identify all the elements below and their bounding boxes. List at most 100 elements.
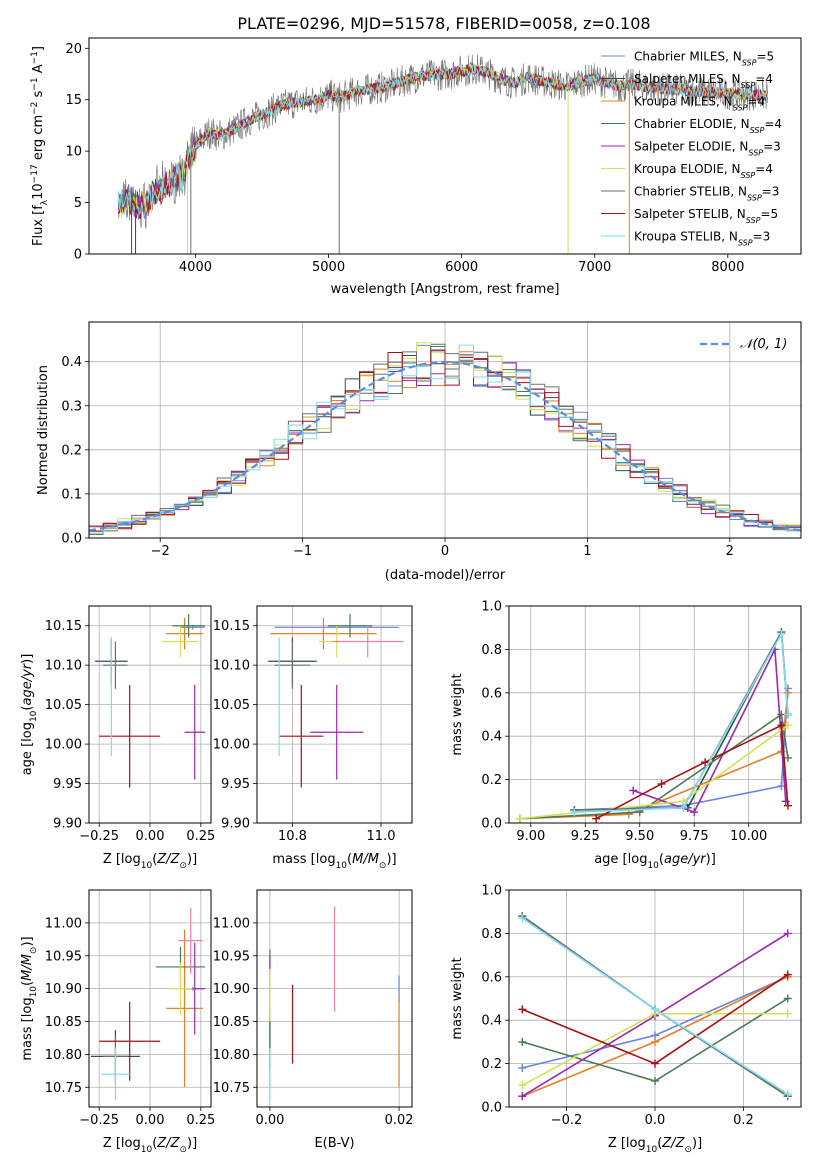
massweight-series [595, 724, 789, 820]
y-tick-label: 0.2 [61, 443, 82, 458]
x-tick-label: 0.00 [255, 1113, 284, 1128]
y-tick-label: 10.95 [45, 949, 82, 964]
age-vs-metallicity-panel: −0.25 0.00 0.25 9.90 9.95 10.00 10.05 10.10 10.1… [20, 605, 215, 871]
legend-label: 𝒩(0, 1) [740, 337, 787, 352]
massweight-marker [783, 753, 792, 762]
massweight-marker [518, 1037, 527, 1046]
spectrum-series [117, 64, 769, 219]
y-tick-label: 10.05 [45, 698, 82, 713]
x-tick-label: 6000 [445, 260, 478, 275]
x-tick-label: −0.25 [79, 829, 119, 844]
y-tick-label: 10.80 [213, 1048, 250, 1063]
x-tick-label: −1 [293, 544, 312, 559]
x-tick-label: 10.00 [730, 829, 767, 844]
x-axis-label: Z [log10(Z/Z⊙)] [608, 1136, 702, 1155]
legend-label: Kroupa MILES, NSSP=4 [634, 95, 765, 113]
x-tick-label: 8000 [711, 260, 744, 275]
x-tick-label: 0.00 [136, 1113, 165, 1128]
massweight-marker [629, 786, 638, 795]
y-tick-label: 10.00 [45, 738, 82, 753]
x-tick-label: −2 [151, 544, 170, 559]
axes-frame [256, 889, 413, 1108]
legend-label: Chabrier STELIB, NSSP=3 [634, 185, 779, 203]
massweight-marker [783, 688, 792, 697]
y-tick-label: 0.0 [481, 817, 502, 832]
y-tick-label: 9.95 [53, 777, 82, 792]
y-axis-label: mass weight [450, 673, 465, 755]
y-tick-label: 0.4 [481, 730, 502, 745]
massweight-series [519, 713, 789, 820]
axes-frame [508, 889, 802, 1108]
y-tick-label: 10.85 [213, 1015, 250, 1030]
massweight-marker [651, 1037, 659, 1046]
spectrum-panel: 4000 5000 6000 7000 8000 0 5 10 15 20 wavelength [… [30, 37, 802, 297]
massweight-marker [515, 814, 524, 823]
axes-frame [88, 605, 212, 824]
axes-frame [256, 605, 413, 824]
x-tick-label: 10.8 [278, 829, 307, 844]
y-tick-label: 10.75 [45, 1081, 82, 1096]
mass-vs-ebv-panel: 0.00 0.02 10.75 10.80 10.85 10.90 10.95 11.00 E(… [213, 889, 414, 1151]
massweight-marker [518, 1005, 527, 1014]
x-tick-label: 0.25 [186, 1113, 215, 1128]
massweight-marker [701, 758, 710, 767]
massweight-marker [781, 797, 790, 806]
massweight-marker [657, 779, 666, 788]
x-tick-label: 2 [726, 544, 734, 559]
y-tick-label: 10.75 [213, 1081, 250, 1096]
x-tick-label: 9.50 [625, 829, 654, 844]
x-axis-label: (data-model)/error [385, 568, 506, 583]
x-axis-label: Z [log10(Z/Z⊙)] [103, 1136, 197, 1155]
y-tick-label: 0.0 [61, 532, 82, 547]
x-tick-label: 0.0 [645, 1113, 666, 1128]
y-axis-label: age [log10(age/yr)] [20, 654, 39, 776]
massweight-marker [518, 1063, 527, 1072]
legend-label: Salpeter STELIB, NSSP=5 [634, 207, 778, 225]
figure-title: PLATE=0296, MJD=51578, FIBERID=0058, z=0… [237, 14, 650, 33]
residual-histogram [89, 344, 801, 536]
y-tick-label: 0.1 [61, 487, 82, 502]
mass-vs-metallicity-panel: −0.25 0.00 0.25 10.75 10.80 10.85 10.90 10.95 11… [20, 889, 215, 1155]
massweight-series [519, 724, 789, 820]
legend-label: Kroupa STELIB, NSSP=3 [634, 230, 770, 248]
y-tick-label: 10.95 [213, 949, 250, 964]
axes-frame [88, 889, 212, 1108]
y-axis-label: Normed distribution [36, 365, 51, 495]
massweight-vs-age-panel: 9.00 9.25 9.50 9.75 10.00 0.0 0.2 0.4 0.6 0.8 1.0 a… [450, 600, 802, 871]
y-tick-label: 0.6 [481, 970, 502, 985]
massweight-marker [783, 710, 792, 719]
y-tick-label: 9.90 [221, 817, 250, 832]
massweight-marker [651, 1076, 659, 1085]
y-tick-label: 20 [65, 42, 82, 57]
x-axis-label: mass [log10(M/M⊙)] [272, 852, 396, 871]
massweight-marker [783, 929, 792, 938]
y-tick-label: 10.15 [45, 619, 82, 634]
x-axis-label: age [log10(age/yr)] [594, 852, 716, 871]
y-tick-label: 11.00 [213, 916, 250, 931]
y-tick-label: 10.15 [213, 619, 250, 634]
x-tick-label: 4000 [179, 260, 212, 275]
y-tick-label: 0.2 [481, 1057, 502, 1072]
y-tick-label: 15 [65, 93, 82, 108]
y-tick-label: 0.4 [61, 355, 82, 370]
legend-label: Kroupa ELODIE, NSSP=4 [634, 162, 773, 180]
massweight-marker [570, 808, 579, 817]
massweight-marker [777, 630, 786, 639]
x-tick-label: 9.75 [680, 829, 709, 844]
massweight-marker [592, 814, 601, 823]
massweight-marker [518, 914, 527, 923]
y-tick-label: 10.10 [45, 659, 82, 674]
x-tick-label: 0.02 [385, 1113, 414, 1128]
x-axis-label: Z [log10(Z/Z⊙)] [103, 852, 197, 871]
massweight-vs-metallicity-panel: −0.2 0.0 0.2 0.0 0.2 0.4 0.6 0.8 1.0 Z [log10(Z/Z… [450, 884, 802, 1155]
x-axis-label: E(B-V) [314, 1136, 354, 1151]
x-tick-label: 1 [583, 544, 591, 559]
y-tick-label: 9.90 [53, 817, 82, 832]
y-tick-label: 1.0 [481, 600, 502, 615]
x-tick-label: 7000 [578, 260, 611, 275]
y-tick-label: 10.85 [45, 1015, 82, 1030]
x-tick-label: 0 [441, 544, 449, 559]
x-axis-label: wavelength [Angstrom, rest frame] [331, 282, 560, 297]
massweight-series [574, 631, 789, 813]
massweight-marker [783, 994, 792, 1003]
